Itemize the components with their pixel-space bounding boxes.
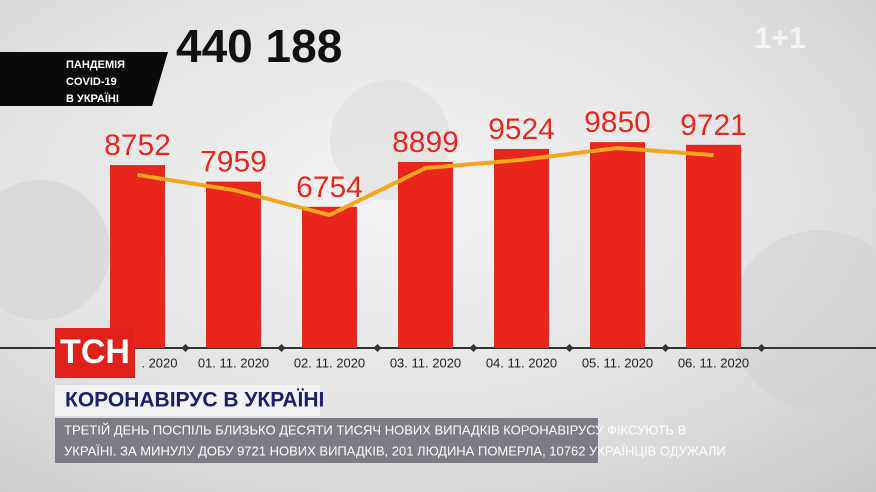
x-tick-label: 01. 11. 2020 — [198, 355, 269, 370]
axis-tick — [661, 344, 670, 352]
axis-tick — [277, 344, 286, 352]
x-tick-label: 02. 11. 2020 — [294, 355, 365, 370]
watermark: 1+1 — [755, 22, 806, 55]
label-line: COVID-19 — [66, 76, 117, 88]
x-tick-label: 03. 11. 2020 — [390, 355, 461, 370]
axis-tick — [469, 344, 478, 352]
bar — [206, 181, 261, 348]
x-tick-label: 05. 11. 2020 — [582, 355, 653, 370]
bar — [686, 144, 741, 348]
bar — [398, 162, 453, 348]
value-label: 8752 — [104, 129, 171, 162]
value-label: 6754 — [296, 171, 363, 204]
trend-line — [137, 145, 714, 218]
ticker-line: ТРЕТІЙ ДЕНЬ ПОСПІЛЬ БЛИЗЬКО ДЕСЯТИ ТИСЯЧ… — [64, 422, 686, 437]
bar — [494, 148, 549, 348]
virus-decor — [0, 180, 110, 320]
axis-tick — [373, 344, 382, 352]
x-tick-label: 06. 11. 2020 — [678, 355, 749, 370]
bar — [590, 142, 645, 348]
logo-box — [55, 328, 135, 378]
headline-box — [55, 385, 320, 416]
label-box — [0, 52, 168, 106]
value-label: 8899 — [392, 126, 459, 159]
x-tick-label: 04. 11. 2020 — [486, 355, 557, 370]
x-tick-label: . 2020 — [141, 355, 177, 370]
logo: ТСН — [60, 333, 130, 371]
value-label: 9721 — [680, 109, 747, 142]
axis-tick — [757, 344, 766, 352]
value-label: 9850 — [584, 106, 651, 139]
value-label: 7959 — [200, 146, 267, 179]
label-line: В УКРАЇНІ — [66, 92, 119, 105]
virus-decor — [730, 230, 876, 410]
value-label: 9524 — [488, 113, 555, 146]
axis-tick — [565, 344, 574, 352]
bar — [110, 165, 165, 348]
label-line: ПАНДЕМІЯ — [66, 59, 125, 71]
ticker-box — [55, 418, 598, 463]
headline: КОРОНАВІРУС В УКРАЇНІ — [65, 389, 324, 412]
total-cases: 440 188 — [176, 20, 342, 72]
axis-tick — [181, 344, 190, 352]
ticker-line: УКРАЇНІ. ЗА МИНУЛУ ДОБУ 9721 НОВИХ ВИПАД… — [64, 443, 726, 458]
bar — [302, 206, 357, 348]
